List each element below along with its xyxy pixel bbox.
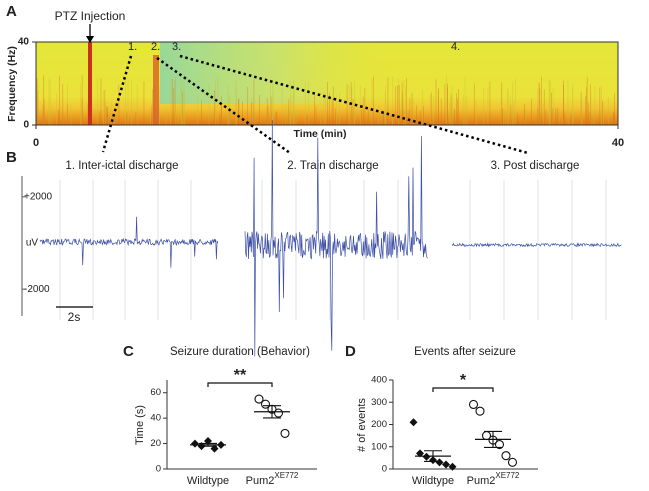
y-tick-label: 20 <box>150 438 161 449</box>
category: Pum2 <box>246 475 275 487</box>
scale-label: 2s <box>68 310 81 324</box>
point <box>507 457 518 467</box>
panel-label: C <box>123 343 134 360</box>
spectrogram-texture <box>36 75 616 125</box>
point <box>448 462 457 471</box>
point <box>494 439 505 450</box>
marker: 3. <box>172 41 181 53</box>
y-tick-label: 40 <box>18 37 30 48</box>
y-axis-label: Time (s) <box>134 405 146 445</box>
category-superscript: XE772 <box>495 471 520 480</box>
panel-label: A <box>6 3 17 20</box>
significance: * <box>460 372 467 389</box>
error-bar <box>199 442 217 447</box>
y-tick-label: 0 <box>23 120 29 131</box>
point <box>475 406 485 416</box>
marker: 1. <box>128 41 137 53</box>
significance-bracket <box>207 382 273 387</box>
error-bar <box>484 430 502 448</box>
x-tick-label: Pum2XE772 <box>246 471 299 487</box>
point <box>501 451 511 461</box>
y-tick-label: 0 <box>382 464 387 475</box>
x-tick-label: 40 <box>612 137 624 149</box>
marker: 4. <box>451 41 460 53</box>
error-bar <box>263 405 281 419</box>
panel-label: D <box>345 343 356 360</box>
category: Pum2 <box>467 475 496 487</box>
y-tick-label: 40 <box>150 413 161 424</box>
point <box>280 428 290 438</box>
point <box>254 394 264 404</box>
point <box>435 458 444 467</box>
y-tick-label: 60 <box>150 387 161 398</box>
unit-label: uV <box>26 238 39 249</box>
y-tick-label: 0 <box>156 464 161 475</box>
category: Wildtype <box>187 475 229 487</box>
injection-band <box>88 42 92 125</box>
category-superscript: XE772 <box>274 471 299 480</box>
arrow-head <box>86 36 94 43</box>
x-tick-label: Pum2XE772 <box>467 471 520 487</box>
x-axis-label: Time (min) <box>294 128 347 140</box>
point <box>422 452 431 461</box>
significance-bracket <box>432 387 494 392</box>
chart-title: Seizure duration (Behavior) <box>170 346 310 358</box>
trace <box>39 216 219 268</box>
trace <box>244 120 428 357</box>
annotation: PTZ Injection <box>55 9 126 23</box>
panel-label: B <box>6 149 17 166</box>
point <box>468 399 479 410</box>
y-tick-label: 300 <box>371 397 387 408</box>
y-tick-label: -2000 <box>24 284 50 295</box>
x-tick-label: Wildtype <box>187 475 229 487</box>
y-tick-label: +2000 <box>24 191 53 202</box>
spectrogram-frame <box>35 41 619 126</box>
error-bar <box>424 450 442 462</box>
category: Wildtype <box>412 475 454 487</box>
trace-title: 2. Train discharge <box>287 160 378 172</box>
marker: 2. <box>151 41 160 53</box>
point <box>191 439 199 448</box>
point <box>409 418 418 427</box>
trace-title: 3. Post discharge <box>491 160 580 172</box>
y-tick-label: 200 <box>371 419 387 430</box>
significance: ** <box>234 367 247 384</box>
chart-title: Events after seizure <box>414 346 516 358</box>
trace-title: 1. Inter-ictal discharge <box>65 160 178 172</box>
connector <box>101 55 133 153</box>
y-tick-label: 100 <box>371 441 387 452</box>
train-band <box>153 55 159 125</box>
x-tick-label: Wildtype <box>412 475 454 487</box>
y-axis-label: # of events <box>356 398 368 452</box>
y-axis-label: Frequency (Hz) <box>6 46 18 122</box>
point <box>442 460 450 469</box>
x-tick-label: 0 <box>33 137 39 149</box>
point <box>273 408 284 418</box>
trace <box>451 242 622 248</box>
point <box>416 449 424 458</box>
y-tick-label: 400 <box>371 375 387 386</box>
spectrogram-region <box>160 42 400 104</box>
traces <box>39 120 622 357</box>
